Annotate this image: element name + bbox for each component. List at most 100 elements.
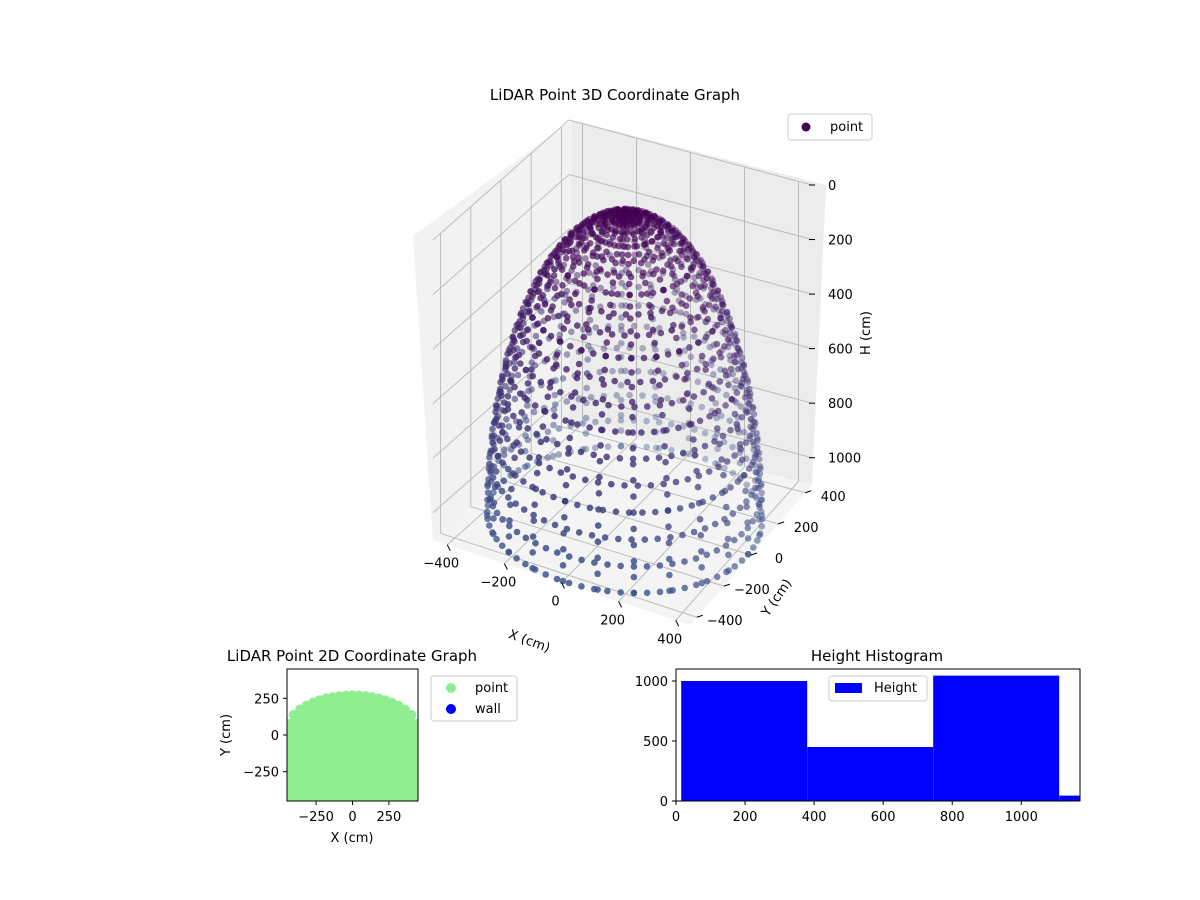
point-3d-marker	[490, 499, 498, 507]
point-3d-marker	[617, 340, 625, 347]
point-3d-marker	[585, 342, 592, 350]
point-3d-marker	[687, 318, 694, 326]
x-tick-label-3d: −400	[423, 557, 459, 572]
z-tick-label-3d: 1000	[828, 452, 861, 467]
point-3d-marker	[573, 374, 581, 382]
point-3d-marker	[697, 283, 704, 290]
point-3d-marker	[566, 239, 574, 247]
point-3d-marker	[612, 259, 619, 267]
point-3d-marker	[569, 247, 576, 255]
point-3d-marker	[659, 411, 666, 419]
point-3d-marker	[656, 381, 663, 389]
point-3d-marker	[635, 251, 643, 258]
point-3d-marker	[754, 434, 761, 442]
point-3d-marker	[530, 517, 538, 524]
point-3d-marker	[498, 542, 506, 549]
y-tick-label-3d: 400	[821, 490, 846, 505]
point-3d-marker	[676, 348, 683, 355]
point-3d-marker	[713, 430, 721, 437]
point-3d-marker	[731, 330, 739, 338]
point-3d-marker	[543, 436, 550, 443]
point-3d-marker	[671, 289, 679, 296]
point-3d-marker	[643, 417, 650, 425]
point-3d-marker	[582, 255, 589, 262]
histogram-bar	[933, 675, 1060, 801]
point-3d-marker	[698, 548, 705, 555]
point-3d-marker	[609, 367, 616, 375]
point-3d-marker	[753, 511, 761, 518]
point-3d-marker	[628, 383, 636, 391]
point-3d-marker	[605, 313, 613, 321]
point-3d-marker	[524, 326, 531, 333]
y-tick-label-hist: 500	[643, 735, 668, 750]
legend-height-label: Height	[874, 681, 917, 696]
point-3d-marker	[711, 438, 718, 445]
point-3d-marker	[528, 344, 536, 351]
point-3d-marker	[568, 328, 575, 336]
point-3d-marker	[562, 481, 570, 489]
point-3d-marker	[568, 301, 575, 309]
point-3d-marker	[628, 355, 635, 362]
point-3d-marker	[654, 233, 661, 241]
y-tick-label-3d: −400	[707, 614, 743, 629]
point-3d-marker	[585, 326, 592, 333]
point-3d-marker	[625, 260, 632, 268]
point-3d-marker	[515, 351, 523, 359]
point-3d-marker	[594, 570, 601, 578]
point-3d-marker	[579, 420, 587, 427]
point-3d-marker	[585, 308, 593, 316]
point-3d-marker	[643, 563, 651, 570]
point-3d-marker	[491, 445, 498, 453]
point-3d-marker	[681, 376, 688, 383]
point-3d-marker	[729, 510, 737, 517]
point-3d-marker	[665, 523, 672, 530]
point-3d-marker	[508, 378, 515, 386]
point-3d-marker	[626, 303, 634, 310]
point-3d-marker	[618, 314, 625, 321]
point-3d-marker	[521, 463, 529, 471]
point-3d-marker	[690, 393, 698, 400]
point-3d-marker	[591, 559, 598, 566]
point-3d-marker	[686, 405, 693, 413]
point-3d-marker	[644, 403, 651, 410]
point-3d-marker	[625, 509, 633, 516]
point-3d-marker	[723, 458, 731, 465]
point-region-2d	[287, 695, 418, 801]
point-3d-marker	[529, 372, 536, 380]
point-3d-marker	[594, 538, 602, 545]
point-3d-marker	[680, 450, 687, 457]
point-3d-marker	[669, 270, 676, 278]
point-3d-marker	[668, 239, 675, 246]
point-3d-marker	[750, 544, 757, 551]
point-3d-marker	[691, 326, 698, 334]
point-3d-marker	[524, 380, 532, 387]
point-3d-marker	[540, 327, 547, 334]
x-tick-label-3d: 400	[657, 632, 682, 647]
point-3d-marker	[534, 288, 542, 296]
point-3d-marker	[665, 539, 673, 547]
point-3d-marker	[520, 506, 528, 513]
pane-back-left	[413, 120, 572, 540]
point-3d-marker	[722, 326, 729, 334]
point-3d-marker	[551, 401, 559, 408]
point-3d-marker	[664, 234, 671, 242]
point-3d-marker	[563, 287, 571, 295]
point-3d-marker	[505, 494, 512, 501]
point-3d-marker	[566, 434, 574, 442]
point-3d-marker	[612, 508, 620, 515]
point-3d-marker	[614, 290, 621, 298]
point-3d-marker	[525, 387, 532, 395]
point-3d-marker	[696, 417, 704, 425]
point-3d-marker	[608, 331, 616, 338]
point-3d-marker	[580, 282, 588, 289]
point-3d-marker	[673, 334, 680, 342]
point-3d-marker	[617, 562, 624, 570]
point-3d-marker	[660, 286, 667, 294]
point-3d-marker	[568, 419, 575, 426]
point-3d-marker	[511, 365, 519, 372]
point-3d-marker	[683, 255, 691, 262]
point-3d-marker	[547, 379, 554, 386]
point-3d-marker	[561, 497, 569, 505]
point-3d-marker	[661, 443, 668, 450]
chart-histogram: Height Histogram 0 200 400 600 800 1000 0 500 10…	[635, 647, 1081, 825]
